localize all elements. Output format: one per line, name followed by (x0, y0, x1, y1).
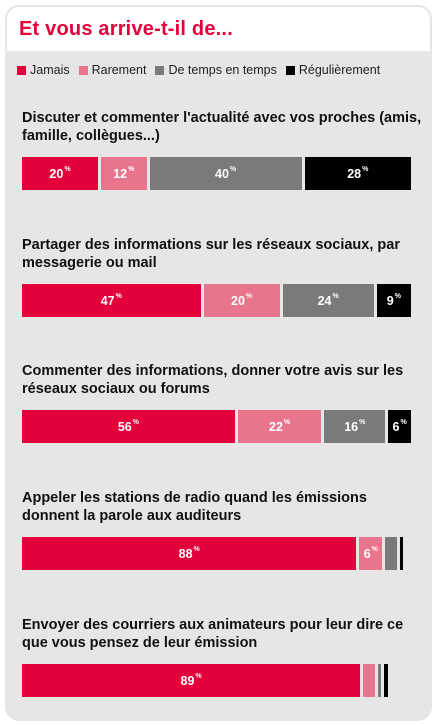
question-label: Appeler les stations de radio quand les … (22, 490, 367, 524)
legend-item: Régulièrement (285, 63, 381, 77)
legend: Jamais Rarement De temps en temps Régulière… (17, 63, 380, 77)
segment-value-label: 6 (392, 419, 400, 434)
segment-value-label: 20 (231, 293, 245, 308)
bar-segment (399, 537, 404, 570)
title-box: Et vous arrive-t-il de... (5, 5, 432, 53)
question-label: Discuter et commenter l'actualité avec v… (22, 110, 422, 144)
bar-segment: 6% (359, 537, 383, 570)
percent-sign: % (359, 419, 366, 426)
bar-segment: 88% (22, 537, 357, 570)
bar-segment: 47% (22, 284, 201, 317)
percent-sign: % (132, 419, 139, 426)
legend-swatch (155, 65, 165, 75)
percent-sign: % (332, 293, 339, 300)
bar-segment: 20% (22, 157, 98, 190)
percent-sign: % (128, 166, 135, 173)
question-label: Partager des informations sur les réseau… (22, 237, 400, 271)
percent-sign: % (394, 293, 401, 300)
segment-value-label: 22 (269, 419, 283, 434)
segment-value-label: 24 (317, 293, 332, 308)
legend-swatch (17, 65, 26, 75)
bar-segment (363, 664, 375, 697)
segment-value-label: 88 (178, 546, 193, 561)
question-label: Envoyer des courriers aux animateurs pou… (22, 617, 404, 651)
segment-value-label: 47 (100, 293, 115, 308)
bar-segment: 24% (282, 284, 374, 317)
percent-sign: % (371, 546, 378, 553)
segment-value-label: 12 (113, 166, 128, 181)
bar-segment (384, 664, 389, 697)
percent-sign: % (115, 293, 122, 300)
stacked-bar: 56% 22% 16% 6% (22, 410, 411, 443)
percent-sign: % (193, 546, 200, 553)
legend-label: Rarement (91, 63, 147, 77)
legend-item: De temps en temps (155, 63, 277, 77)
segment-value-label: 89 (180, 673, 195, 688)
segment-value-label: 56 (117, 419, 132, 434)
segment-value-label: 40 (215, 166, 229, 181)
percent-sign: % (64, 166, 71, 173)
legend-swatch (285, 65, 295, 75)
bar-segment: 9% (376, 284, 411, 317)
segment-value-label: 9 (386, 293, 394, 308)
percent-sign: % (229, 166, 237, 173)
segment-value-label: 28 (347, 166, 362, 181)
question-label: Commenter des informations, donner votre… (22, 363, 404, 397)
segment-value-label: 6 (363, 546, 371, 561)
chart-card: Et vous arrive-t-il de... Jamais Rarement… (5, 5, 432, 721)
segment-value-label: 20 (49, 166, 64, 181)
bar-segment: 22% (237, 410, 322, 443)
bar-segment: 40% (149, 157, 302, 190)
bar-segment: 12% (101, 157, 147, 190)
percent-sign: % (400, 419, 407, 426)
percent-sign: % (283, 419, 291, 426)
legend-label: Régulièrement (298, 63, 381, 77)
percent-sign: % (362, 166, 369, 173)
chart-title: Et vous arrive-t-il de... (19, 18, 233, 40)
legend-swatch (78, 65, 88, 75)
bar-segment (377, 664, 382, 697)
bar-segment: 16% (324, 410, 386, 443)
legend-label: De temps en temps (168, 63, 277, 77)
legend-label: Jamais (30, 63, 70, 77)
legend-item: Jamais (17, 63, 70, 77)
percent-sign: % (195, 673, 202, 680)
segment-value-label: 16 (344, 419, 359, 434)
percent-sign: % (245, 293, 253, 300)
stacked-bar: 20% 12% 40% 28% (22, 157, 411, 190)
legend-item: Rarement (78, 63, 147, 77)
stacked-bar: 88% 6% (22, 537, 411, 570)
bar-segment: 6% (388, 410, 411, 443)
bar-segment: 89% (22, 664, 361, 697)
bar-segment: 20% (203, 284, 280, 317)
bar-segment: 56% (22, 410, 235, 443)
bar-segment: 28% (304, 157, 411, 190)
bar-segment (385, 537, 397, 570)
stacked-bar: 47% 20% 24% 9% (22, 284, 411, 317)
stacked-bar: 89% (22, 664, 411, 697)
